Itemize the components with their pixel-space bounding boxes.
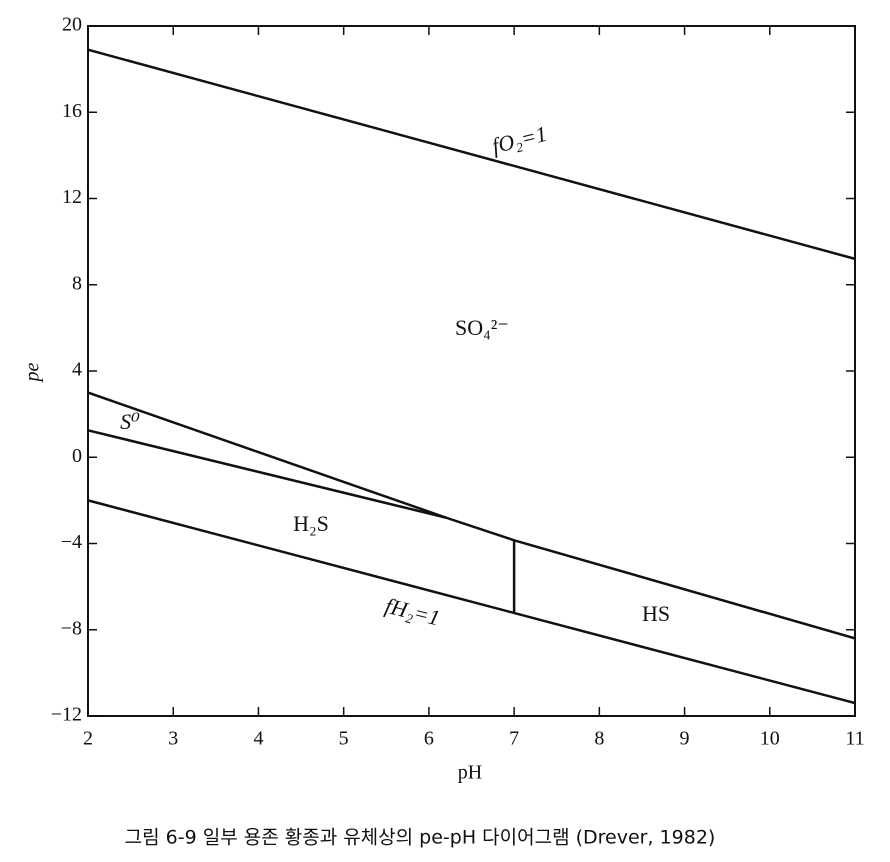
annotation: S⁰ bbox=[120, 409, 140, 434]
x-tick-label: 4 bbox=[253, 728, 263, 750]
x-tick-label: 7 bbox=[509, 728, 519, 750]
x-tick-label: 9 bbox=[680, 728, 690, 750]
y-tick-label: 0 bbox=[72, 445, 82, 467]
x-tick-label: 8 bbox=[594, 728, 604, 750]
y-tick-label: −4 bbox=[61, 531, 82, 553]
annotation: H₂S bbox=[293, 511, 329, 536]
y-axis-label: pe bbox=[22, 362, 44, 383]
x-tick-label: 6 bbox=[424, 728, 434, 750]
y-tick-label: 20 bbox=[62, 14, 82, 36]
caption: 그림 6-9 일부 용존 황종과 유체상의 pe-pH 다이어그램 (Dreve… bbox=[125, 827, 716, 849]
annotation: SO₄²⁻ bbox=[455, 315, 509, 340]
annotation: HS bbox=[642, 601, 670, 626]
x-tick-label: 3 bbox=[168, 728, 178, 750]
y-tick-label: −12 bbox=[51, 704, 82, 726]
boundary-line bbox=[87, 499, 856, 705]
y-tick-label: 16 bbox=[62, 100, 82, 122]
x-tick-label: 10 bbox=[760, 728, 780, 750]
y-tick-label: −8 bbox=[61, 617, 82, 639]
y-tick-label: 4 bbox=[72, 359, 82, 381]
x-tick-label: 2 bbox=[83, 728, 93, 750]
annotation: fO₂=1 bbox=[489, 121, 549, 159]
boundary-line bbox=[87, 48, 856, 261]
x-tick-label: 5 bbox=[339, 728, 349, 750]
boundary-line bbox=[87, 429, 447, 519]
x-axis-label: pH bbox=[458, 762, 482, 784]
plot-frame bbox=[87, 25, 856, 717]
y-tick-label: 8 bbox=[72, 272, 82, 294]
boundary-line bbox=[87, 391, 856, 640]
annotation: fH₂=1 bbox=[383, 593, 443, 631]
y-tick-label: 12 bbox=[62, 186, 82, 208]
x-tick-label: 11 bbox=[845, 728, 864, 750]
